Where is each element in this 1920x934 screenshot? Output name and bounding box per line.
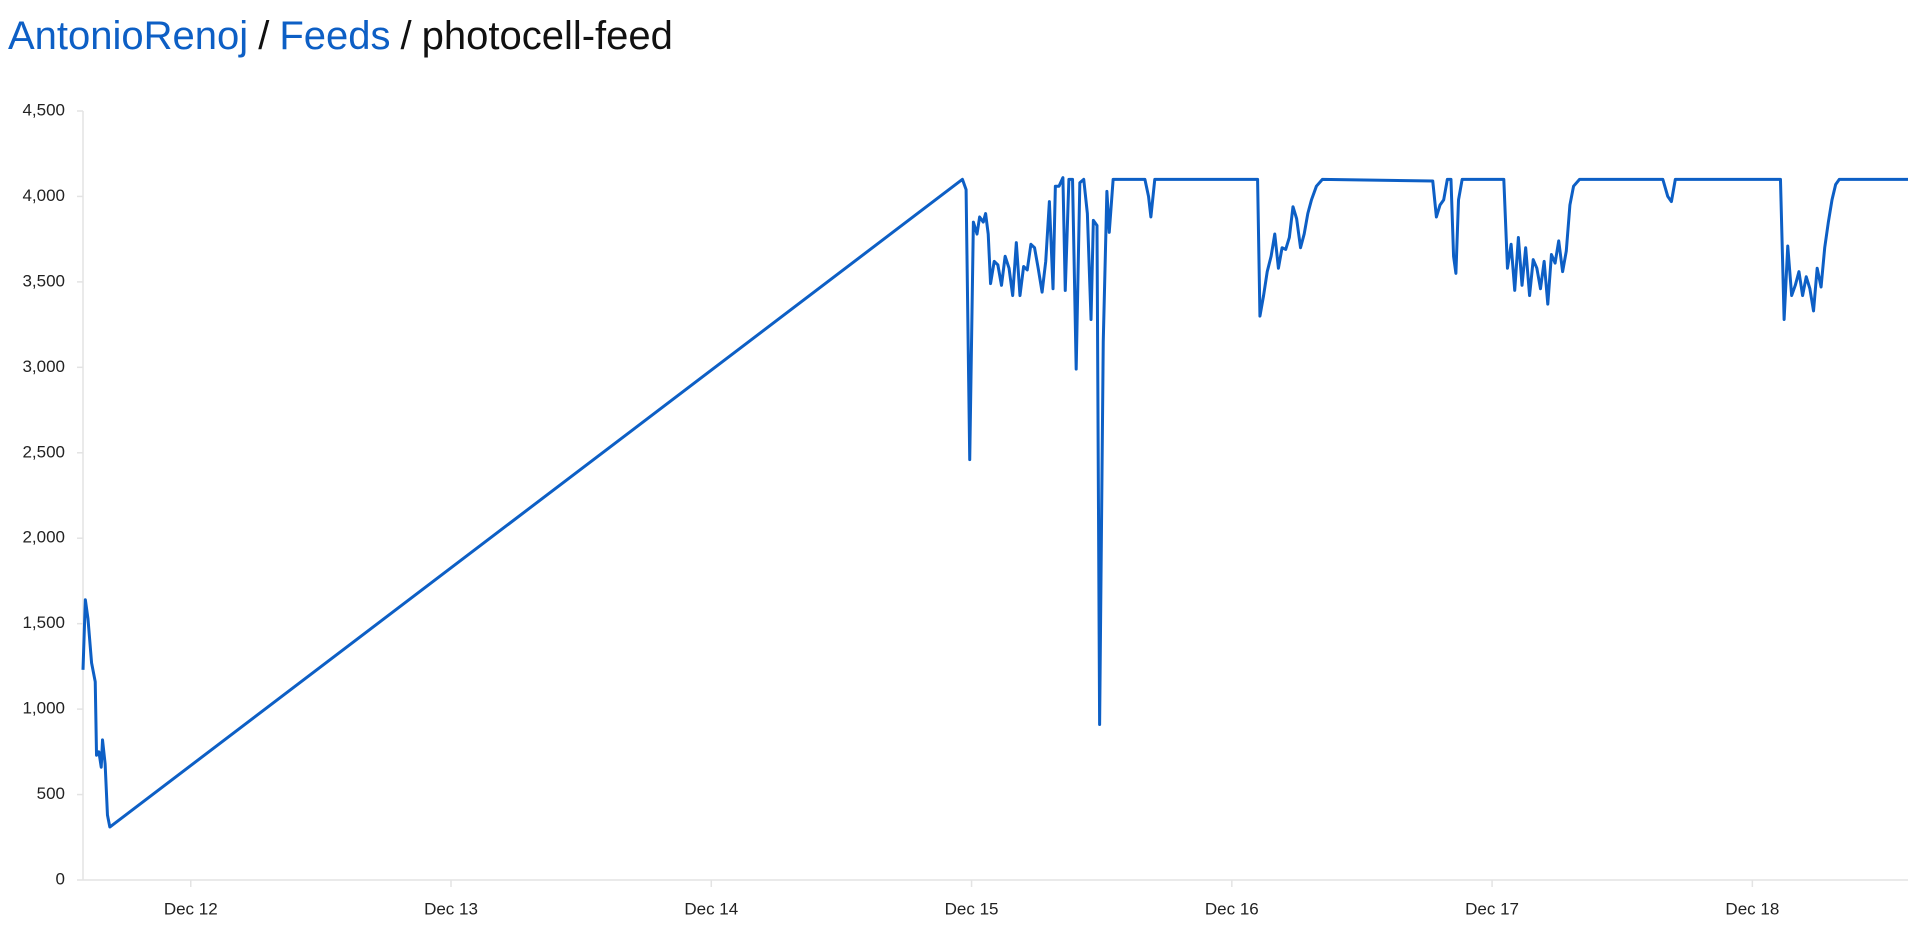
- x-tick-label: Dec 14: [684, 899, 738, 918]
- x-tick-label: Dec 18: [1725, 899, 1779, 918]
- separator: /: [400, 14, 412, 58]
- y-tick-label: 500: [37, 784, 65, 803]
- y-tick-label: 3,500: [22, 271, 65, 290]
- x-tick-label: Dec 17: [1465, 899, 1519, 918]
- y-tick-label: 4,000: [22, 186, 65, 205]
- y-tick-label: 2,500: [22, 442, 65, 461]
- x-tick-label: Dec 12: [164, 899, 218, 918]
- breadcrumb: AntonioRenoj / Feeds / photocell-feed: [8, 14, 673, 59]
- x-tick-label: Dec 16: [1205, 899, 1259, 918]
- y-tick-label: 1,500: [22, 613, 65, 632]
- y-tick-label: 0: [56, 869, 65, 888]
- x-tick-label: Dec 15: [945, 899, 999, 918]
- y-tick-label: 2,000: [22, 528, 65, 547]
- y-tick-label: 3,000: [22, 357, 65, 376]
- feeds-link[interactable]: Feeds: [279, 14, 391, 58]
- y-tick-label: 4,500: [22, 100, 65, 119]
- data-line: [81, 176, 1908, 829]
- feed-name: photocell-feed: [421, 14, 673, 58]
- user-link[interactable]: AntonioRenoj: [8, 14, 249, 58]
- y-tick-label: 1,000: [22, 699, 65, 718]
- separator: /: [258, 14, 270, 58]
- x-tick-label: Dec 13: [424, 899, 478, 918]
